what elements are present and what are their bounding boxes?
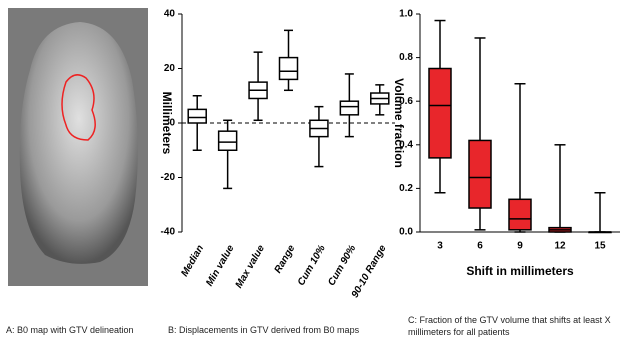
y-axis-label: Millimeters [160,92,174,155]
y-tick-label: 20 [164,63,176,74]
y-tick-label: 0.8 [399,52,413,63]
box [340,101,358,115]
box [429,69,451,158]
x-tick-label: 9 [517,241,523,252]
box [469,140,491,208]
x-tick-label: 12 [554,241,566,252]
y-axis-label: Volume fraction [392,78,406,168]
figure: -40-2002040MillimetersMedianMin valueMax… [0,0,627,343]
x-tick-label: 3 [437,241,443,252]
x-tick-label: 6 [477,241,483,252]
caption: C: Fraction of the GTV volume that shift… [408,314,623,338]
x-tick-label: Min value [204,243,237,288]
box [509,199,531,230]
b0-map-anatomy [20,22,138,264]
x-axis-label: Shift in millimeters [466,264,574,278]
y-tick-label: 40 [164,9,176,20]
box [280,58,298,80]
y-tick-label: 0.0 [399,227,413,238]
x-tick-label: Cum 10% [296,243,328,288]
x-tick-label: Cum 90% [326,243,358,288]
box [219,131,237,150]
x-tick-label: Median [179,243,206,278]
y-tick-label: -40 [161,227,176,238]
caption: B: Displacements in GTV derived from B0 … [168,324,398,336]
caption: A: B0 map with GTV delineation [6,324,156,336]
y-tick-label: 1.0 [399,9,413,20]
box [188,109,206,123]
y-tick-label: 0.2 [399,183,413,194]
x-tick-label: Max value [234,243,268,290]
x-tick-label: Range [273,243,298,275]
chart: -40-2002040MillimetersMedianMin valueMax… [0,0,627,343]
y-tick-label: -20 [161,172,176,183]
x-tick-label: 15 [594,241,606,252]
